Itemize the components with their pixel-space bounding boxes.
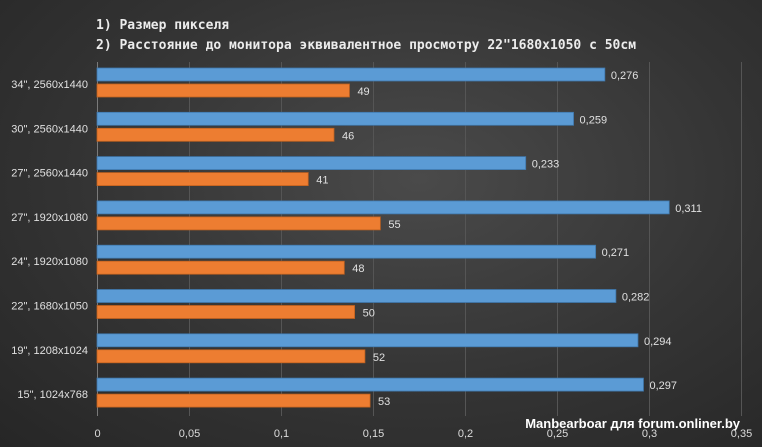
x-tick-label: 0,15	[363, 428, 384, 440]
data-label-distance: 48	[352, 263, 364, 275]
x-tick-label: 0,3	[642, 428, 657, 440]
category-label: 19", 1208x1024	[11, 345, 88, 357]
bar-pixel-size	[96, 289, 617, 303]
bar-distance	[96, 83, 350, 98]
data-label-distance: 53	[378, 396, 390, 408]
watermark: Manbearboar для forum.onliner.by	[525, 416, 741, 431]
data-label-distance: 55	[388, 219, 400, 231]
category-label: 22", 1680x1050	[11, 301, 88, 313]
data-label-pixel-size: 0,259	[580, 114, 608, 126]
category-label: 27", 2560x1440	[11, 168, 88, 180]
labels: 0,276 49 34", 2560x1440 0,259 46 30", 2560x14…	[11, 70, 702, 408]
data-label-pixel-size: 0,282	[622, 292, 650, 304]
bar-pixel-size	[96, 111, 574, 126]
bar-distance	[96, 305, 356, 319]
bar-distance	[96, 349, 366, 364]
data-label-pixel-size: 0,233	[532, 159, 560, 171]
bar-distance	[96, 393, 371, 408]
data-label-distance: 46	[342, 130, 354, 142]
category-label: 30", 2560x1440	[11, 123, 88, 135]
bar-pixel-size	[96, 333, 639, 348]
x-tick-label: 0,35	[731, 428, 752, 440]
bar-pixel-size	[96, 377, 644, 392]
x-tick-label: 0,1	[274, 428, 289, 440]
x-tick-label: 0,25	[547, 428, 568, 440]
title-line-1: 1) Размер пикселя	[96, 18, 229, 33]
title-line-2: 2) Расстояние до монитора эквивалентное …	[96, 38, 636, 53]
category-label: 15", 1024x768	[17, 389, 88, 401]
data-label-distance: 49	[357, 86, 369, 98]
data-label-pixel-size: 0,276	[611, 70, 639, 82]
bars	[96, 67, 670, 408]
x-tick-label: 0,2	[458, 428, 473, 440]
data-label-pixel-size: 0,271	[602, 247, 630, 259]
category-label: 34", 2560x1440	[11, 79, 88, 91]
data-label-pixel-size: 0,297	[649, 380, 677, 392]
data-label-pixel-size: 0,311	[675, 203, 702, 215]
data-label-distance: 41	[316, 175, 328, 187]
bar-distance	[96, 172, 309, 187]
x-tick-label: 0	[94, 428, 100, 440]
category-label: 27", 1920x1080	[11, 212, 88, 224]
bar-pixel-size	[96, 67, 606, 82]
bar-pixel-size	[96, 244, 597, 259]
data-label-pixel-size: 0,294	[644, 336, 672, 348]
bar-distance	[96, 216, 381, 231]
bar-pixel-size	[96, 156, 527, 171]
data-label-distance: 50	[363, 308, 375, 320]
category-label: 24", 1920x1080	[11, 256, 88, 268]
data-label-distance: 52	[373, 352, 385, 364]
bar-pixel-size	[96, 200, 670, 215]
x-tick-label: 0,05	[179, 428, 200, 440]
bar-distance	[96, 127, 335, 142]
chart-title: 1) Размер пикселя 2) Расстояние до монит…	[96, 18, 636, 53]
x-axis-ticks: 0 0,05 0,1 0,15 0,2 0,25 0,3 0,35	[94, 428, 752, 440]
bar-distance	[96, 260, 345, 275]
